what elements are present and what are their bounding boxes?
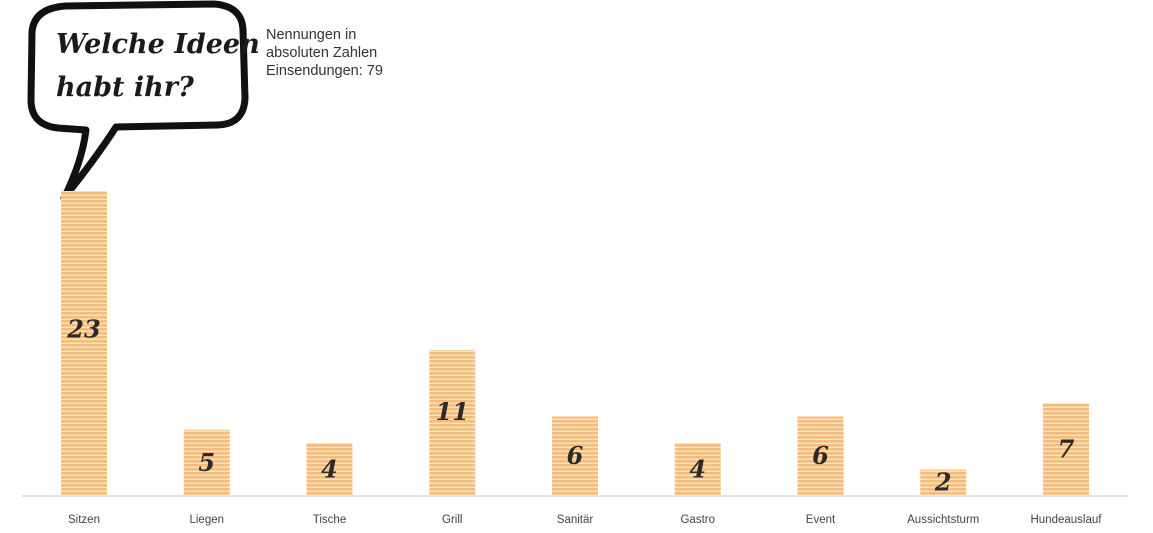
category-label-tische: Tische [313, 514, 346, 526]
value-label-grill: 11 [436, 397, 469, 426]
bubble-title-line-2: habt ihr? [56, 72, 195, 103]
category-label-liegen: Liegen [189, 514, 224, 526]
category-label-aussichtsturm: Aussichtsturm [907, 514, 979, 526]
chart-subtitle: Nennungen in absoluten Zahlen Einsendung… [266, 26, 383, 80]
value-label-aussichtsturm: 2 [934, 468, 952, 497]
bar-sitzen [61, 191, 107, 496]
subtitle-line-1: Nennungen in [266, 27, 357, 43]
bar-hundeauslauf [1043, 403, 1089, 496]
bar-tische [306, 442, 353, 496]
value-label-event: 6 [812, 441, 829, 470]
value-label-group: 23 5 4 11 6 4 6 2 7 [66, 314, 1074, 496]
bar-liegen [183, 429, 230, 496]
category-label-event: Event [806, 514, 836, 526]
speech-bubble: Welche Ideen habt ihr? [27, 0, 260, 202]
category-label-group: Sitzen Liegen Tische Grill Sanitär Gastro Even… [68, 514, 1102, 526]
value-label-liegen: 5 [198, 448, 215, 477]
value-label-sitzen: 23 [66, 314, 100, 343]
value-label-gastro: 4 [689, 454, 706, 483]
value-label-sanit-r: 6 [567, 441, 584, 470]
value-label-hundeauslauf: 7 [1058, 435, 1075, 464]
bar-gastro [674, 442, 721, 496]
bar-grill [429, 350, 476, 496]
bar-sanit-r [552, 416, 598, 496]
bar-event [797, 416, 844, 496]
subtitle-line-2: absoluten Zahlen [266, 45, 378, 61]
value-label-tische: 4 [321, 454, 338, 483]
category-label-grill: Grill [442, 514, 462, 526]
category-label-hundeauslauf: Hundeauslauf [1031, 514, 1103, 526]
category-label-gastro: Gastro [680, 514, 715, 526]
bar-group [61, 191, 1089, 496]
subtitle-line-3: Einsendungen: 79 [266, 63, 383, 79]
bubble-title-line-1: Welche Ideen [56, 29, 260, 60]
category-label-sitzen: Sitzen [68, 514, 100, 526]
bar-aussichtsturm [920, 469, 967, 496]
category-label-sanit-r: Sanitär [557, 514, 594, 526]
